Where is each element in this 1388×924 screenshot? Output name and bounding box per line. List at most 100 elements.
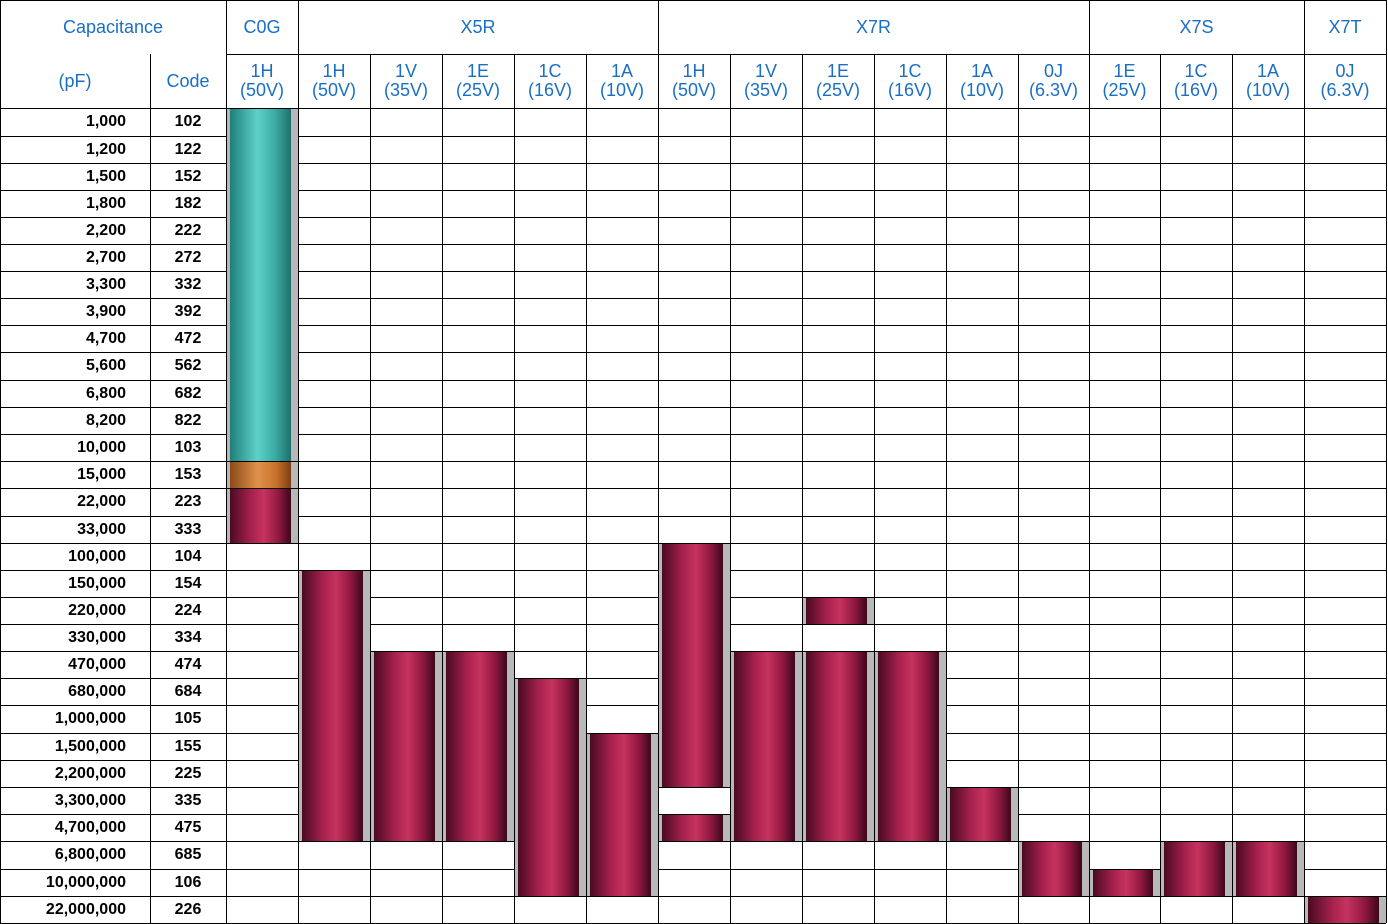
capacitance-value: 22,000 — [77, 493, 126, 510]
capacitance-value: 3,900 — [85, 302, 126, 320]
voltage-rating: (50V) — [671, 80, 716, 100]
capacitance-code: 182 — [174, 194, 202, 212]
availability-bar-magenta — [659, 544, 730, 787]
voltage-code: 1C — [538, 61, 562, 81]
voltage-column-header: 1E (25V) — [442, 54, 514, 108]
availability-bar-magenta — [731, 652, 802, 841]
capacitance-value: 10,000,000 — [45, 873, 126, 891]
capacitance-code: 106 — [174, 873, 202, 891]
availability-bar-magenta — [875, 652, 946, 841]
voltage-column-header: 1E (25V) — [1089, 54, 1160, 108]
voltage-rating: (50V) — [239, 80, 284, 100]
capacitance-code: 333 — [174, 520, 202, 538]
capacitance-value: 1,800 — [85, 194, 126, 212]
voltage-code: 1C — [1184, 61, 1208, 81]
voltage-code: 1H — [682, 61, 706, 81]
availability-bar-magenta — [227, 489, 298, 543]
availability-bar-magenta — [803, 652, 874, 841]
availability-bar-magenta — [947, 788, 1018, 841]
capacitance-value: 6,800 — [85, 384, 126, 402]
capacitance-code: 685 — [174, 846, 202, 863]
voltage-code: 1A — [970, 61, 994, 81]
availability-bar-magenta — [1090, 870, 1160, 896]
voltage-code: 1E — [466, 61, 490, 81]
voltage-column-header: 1A (10V) — [586, 54, 658, 108]
capacitance-code: 562 — [174, 357, 202, 374]
bar-fill — [1236, 842, 1297, 896]
capacitance-code: 682 — [174, 384, 202, 402]
capacitance-code: 223 — [174, 493, 202, 510]
voltage-rating: (16V) — [887, 80, 932, 100]
availability-bar-magenta — [1019, 842, 1089, 896]
voltage-column-header: 1V (35V) — [730, 54, 802, 108]
voltage-column-header: 1A (10V) — [1232, 54, 1304, 108]
capacitance-code: 684 — [174, 682, 202, 700]
availability-bar-magenta — [803, 598, 874, 624]
voltage-code: 1E — [826, 61, 850, 81]
capacitance-value: 150,000 — [68, 574, 126, 592]
voltage-rating: (35V) — [383, 80, 428, 100]
capacitance-code: 475 — [174, 818, 202, 836]
voltage-rating: (10V) — [599, 80, 644, 100]
voltage-rating: (50V) — [311, 80, 356, 100]
capacitance-value: 470,000 — [68, 655, 126, 673]
bar-fill — [806, 598, 867, 624]
availability-bar-magenta — [1305, 897, 1386, 923]
voltage-rating: (10V) — [1245, 80, 1290, 100]
capacitance-code: 392 — [174, 302, 202, 320]
bar-fill — [230, 462, 291, 488]
capacitance-value: 100,000 — [68, 547, 126, 565]
unit-header: (pF) — [58, 71, 92, 91]
capacitance-value: 8,200 — [85, 411, 126, 429]
availability-bar-magenta — [371, 652, 442, 841]
availability-bar-magenta — [659, 815, 730, 841]
voltage-code: 1V — [754, 61, 778, 81]
bar-fill — [1308, 897, 1379, 923]
availability-bar-magenta — [1233, 842, 1304, 896]
capacitance-code: 332 — [174, 275, 202, 293]
capacitance-code: 155 — [174, 737, 202, 755]
voltage-code: 1E — [1113, 61, 1136, 81]
capacitance-code: 152 — [174, 167, 202, 185]
voltage-column-header: 0J (6.3V) — [1018, 54, 1089, 108]
voltage-code: 1V — [394, 61, 418, 81]
voltage-code: 0J — [1043, 61, 1063, 81]
bar-fill — [806, 652, 867, 841]
capacitance-value: 3,300,000 — [54, 791, 126, 809]
code-header: Code — [166, 71, 210, 91]
availability-bar-magenta — [443, 652, 514, 841]
bar-fill — [1093, 870, 1153, 896]
voltage-code: 0J — [1335, 61, 1355, 81]
bar-fill — [590, 734, 651, 896]
capacitance-value: 330,000 — [68, 628, 126, 646]
capacitance-code: 224 — [174, 601, 202, 619]
capacitance-code: 335 — [174, 791, 202, 809]
capacitance-value: 1,500,000 — [54, 737, 126, 755]
voltage-column-header: 1C (16V) — [1160, 54, 1232, 108]
capacitance-value: 4,700,000 — [54, 818, 126, 836]
capacitance-header: Capacitance — [62, 17, 164, 37]
availability-bar-teal — [227, 109, 298, 461]
voltage-column-header: 1H (50V) — [298, 54, 370, 108]
bar-fill — [230, 489, 291, 543]
capacitance-code: 222 — [174, 221, 202, 239]
capacitance-value: 4,700 — [85, 329, 126, 347]
dielectric-group-header: X7T — [1328, 17, 1362, 37]
capacitance-code: 122 — [174, 140, 202, 158]
bar-fill — [1164, 842, 1225, 896]
capacitance-value: 1,000,000 — [54, 710, 126, 727]
availability-bar-magenta — [515, 679, 586, 896]
capacitance-value: 220,000 — [68, 601, 126, 619]
capacitance-code: 226 — [174, 900, 202, 918]
capacitance-value: 6,800,000 — [54, 846, 126, 863]
voltage-column-header: 1C (16V) — [874, 54, 946, 108]
capacitance-code: 334 — [174, 628, 202, 646]
capacitance-value: 680,000 — [68, 682, 126, 700]
capacitance-value: 1,200 — [85, 140, 126, 158]
dielectric-group-header: C0G — [243, 17, 281, 37]
bar-fill — [662, 544, 723, 787]
voltage-rating: (25V) — [1102, 80, 1147, 100]
capacitance-code: 153 — [174, 465, 202, 483]
bar-fill — [374, 652, 435, 841]
voltage-column-header: 1H (50V) — [226, 54, 298, 108]
